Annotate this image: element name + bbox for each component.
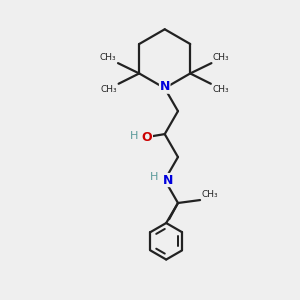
Text: H: H (130, 130, 138, 141)
Text: O: O (142, 130, 152, 143)
Text: H: H (150, 172, 159, 182)
Text: CH₃: CH₃ (202, 190, 218, 199)
Text: CH₃: CH₃ (100, 85, 117, 94)
Text: CH₃: CH₃ (213, 53, 230, 62)
Text: N: N (160, 80, 170, 93)
Text: CH₃: CH₃ (100, 53, 117, 62)
Text: N: N (163, 173, 173, 187)
Text: CH₃: CH₃ (212, 85, 229, 94)
